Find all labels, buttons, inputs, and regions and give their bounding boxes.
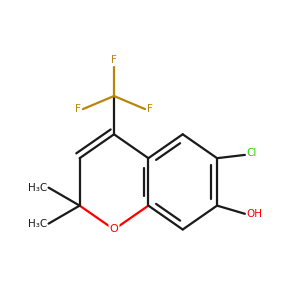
Text: F: F [75, 104, 81, 114]
Text: O: O [110, 224, 118, 235]
Text: Cl: Cl [247, 148, 257, 158]
Text: H₃C: H₃C [28, 183, 47, 193]
Text: H₃C: H₃C [28, 219, 47, 229]
Text: F: F [111, 55, 117, 65]
Text: F: F [147, 104, 153, 114]
Text: OH: OH [247, 209, 262, 219]
